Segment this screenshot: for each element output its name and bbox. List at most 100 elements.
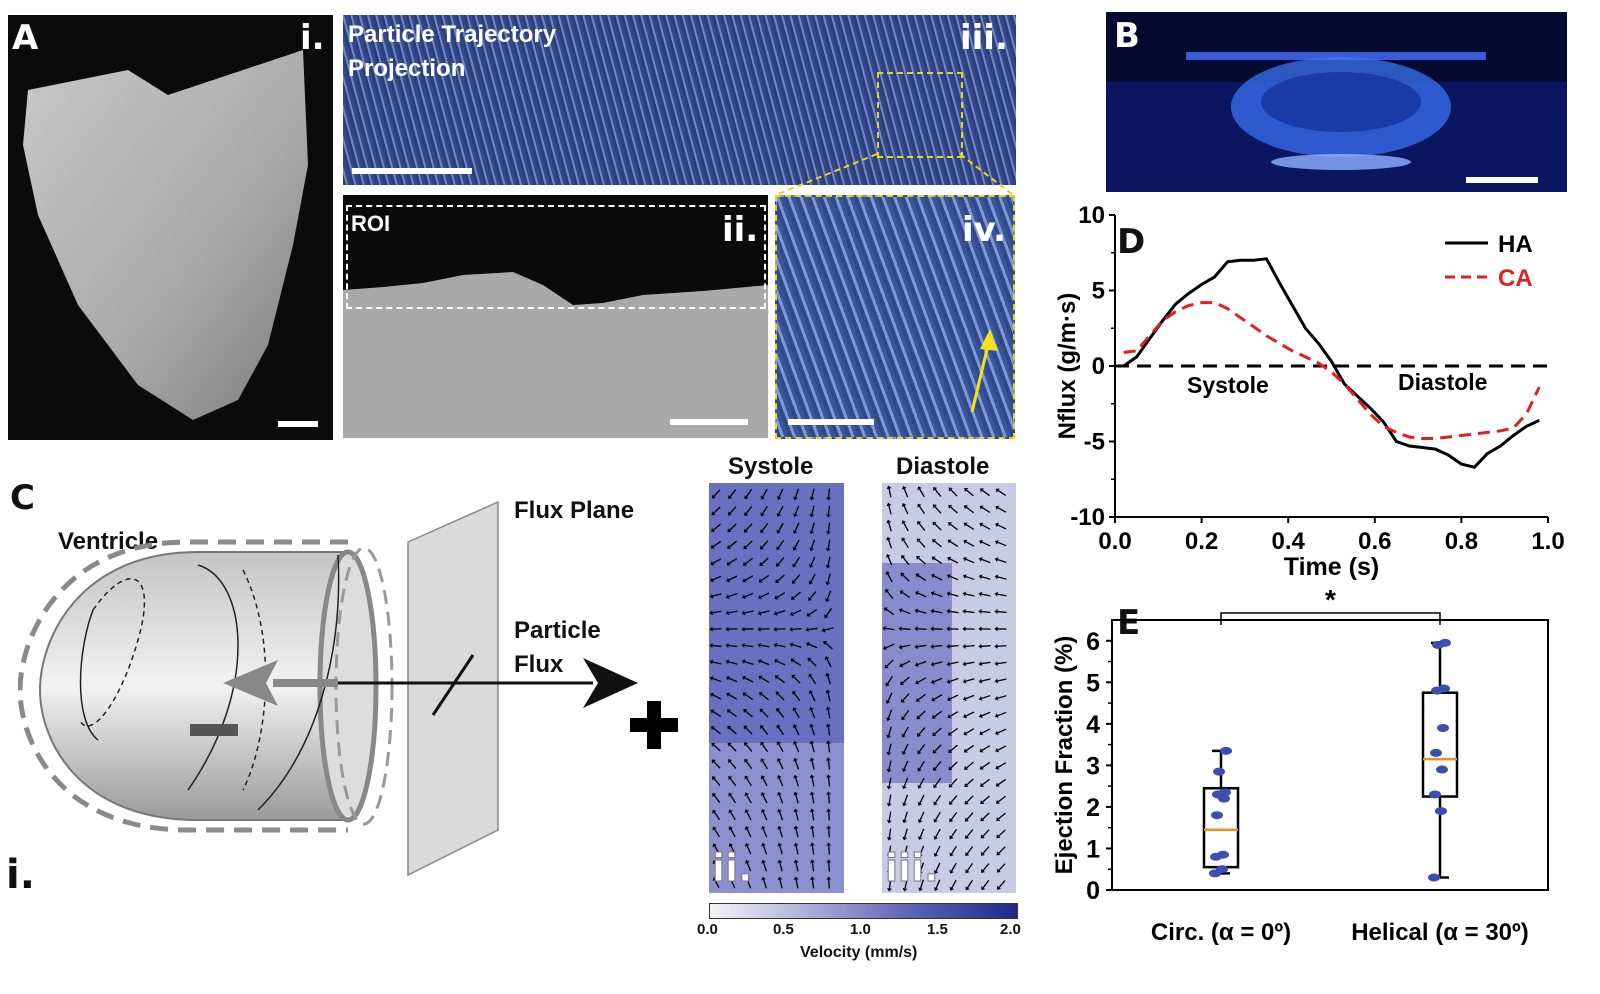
flow-arrowhead [948, 748, 953, 753]
flow-arrow [887, 556, 893, 566]
flow-arrowhead [760, 808, 766, 813]
flow-arrowhead [901, 716, 906, 721]
roi-photo-ii [343, 195, 768, 438]
flow-arrow [762, 488, 768, 498]
flow-arrow [777, 557, 785, 565]
flow-arrowhead [994, 591, 998, 597]
flow-arrow [811, 777, 815, 787]
flow-arrowhead [979, 505, 984, 510]
colorbar-tick-1: 0.5 [773, 921, 794, 938]
flow-arrow [965, 744, 975, 752]
flow-arrowhead [808, 673, 813, 678]
flow-arrow [966, 862, 974, 872]
flow-arrow [885, 608, 895, 616]
flow-arrowhead [994, 539, 999, 545]
flow-arrowhead [826, 791, 832, 795]
flow-arrow [949, 711, 959, 717]
data-point [1435, 807, 1447, 816]
ventricle-body [38, 551, 349, 821]
flow-arrowhead [712, 826, 717, 831]
flow-arrowhead [996, 868, 1001, 873]
flow-arrow [794, 522, 800, 532]
flow-arrow [792, 627, 802, 631]
flow-arrow [903, 777, 909, 787]
data-point [1216, 865, 1228, 874]
flow-arrow [825, 607, 833, 617]
flow-arrow [966, 506, 974, 514]
colorbar-tick-3: 1.5 [927, 921, 948, 938]
flow-arrow [887, 539, 893, 549]
flow-arrow [904, 862, 908, 872]
flow-arrow [761, 557, 769, 565]
flow-arrow [779, 862, 783, 872]
flow-arrow [888, 879, 892, 889]
particle-flux-arrow [583, 658, 638, 708]
flow-arrowhead [930, 591, 935, 596]
flow-arrowhead [886, 519, 892, 524]
flow-arrowhead [808, 690, 814, 695]
reverse-flux-arrow [223, 660, 278, 706]
flow-arrow [888, 726, 892, 736]
flow-arrow [761, 693, 769, 701]
flow-arrow [713, 489, 721, 497]
y-axis-label: Nflux (g/m·s) [1054, 293, 1081, 440]
flow-arrowhead [744, 826, 750, 831]
flow-arrow [728, 661, 738, 665]
data-point [1213, 767, 1225, 776]
flow-arrow [712, 593, 722, 597]
flow-arrow [778, 760, 784, 770]
flow-arrow [729, 761, 737, 769]
flow-arrowhead [933, 784, 938, 789]
flow-arrowhead [744, 495, 749, 500]
flow-arrowhead [742, 578, 747, 583]
flow-arrowhead [882, 625, 886, 631]
flow-arrowhead [994, 661, 998, 667]
flow-arrowhead [962, 696, 967, 701]
flow-arrow [760, 574, 770, 582]
flow-arrowhead [777, 876, 783, 881]
flow-arrowhead [978, 678, 983, 684]
x-tick-label: 0.6 [1358, 528, 1391, 555]
flow-arrowhead [761, 859, 766, 864]
flow-arrowhead [994, 713, 999, 718]
flow-arrow [827, 556, 831, 566]
legend-label-ha: HA [1498, 231, 1533, 258]
flow-arrow [887, 709, 893, 719]
flow-arrowhead [760, 495, 765, 500]
flow-arrow [997, 678, 1007, 682]
flow-arrow [811, 743, 815, 753]
flow-arrowhead [980, 817, 985, 822]
flow-arrow [966, 489, 974, 497]
flow-arrowhead [901, 733, 906, 738]
sublabel-a-i: i. [300, 18, 325, 58]
flow-arrowhead [712, 877, 718, 882]
flow-arrowhead [886, 717, 891, 722]
flow-arrowhead [963, 539, 968, 545]
flow-arrow [714, 862, 720, 872]
flow-arrowhead [777, 859, 783, 864]
flow-arrow [903, 505, 909, 515]
flow-arrowhead [947, 731, 952, 736]
flow-arrowhead [728, 826, 734, 831]
data-point [1220, 746, 1232, 755]
flow-arrowhead [726, 561, 731, 566]
flow-arrowhead [744, 809, 750, 814]
flow-arrowhead [792, 579, 796, 584]
flow-arrow [827, 811, 831, 821]
flow-arrow [919, 845, 925, 855]
flow-arrow [763, 879, 767, 889]
x-tick-label: 0.4 [1272, 528, 1306, 555]
flow-arrowhead [947, 539, 952, 544]
flow-arrow [793, 676, 801, 684]
particle-flux-line2: Flux [514, 651, 564, 678]
flow-arrow [828, 845, 830, 855]
flow-arrow [966, 795, 974, 803]
flow-arrow [997, 762, 1007, 768]
flow-arrowhead [980, 834, 985, 839]
flow-arrowhead [826, 842, 832, 846]
flow-arrow [777, 574, 785, 582]
flow-arrowhead [728, 809, 733, 814]
flow-arrowhead [946, 643, 950, 649]
flow-arrowhead [727, 511, 732, 516]
flow-arrow [888, 811, 892, 821]
